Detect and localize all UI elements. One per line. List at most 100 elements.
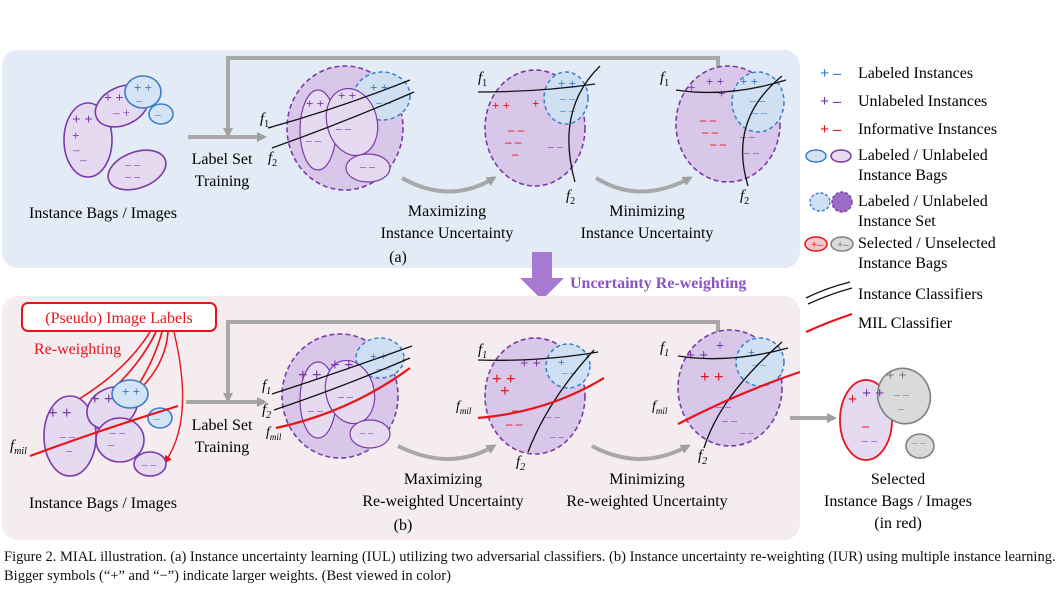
svg-text:– –: – –	[375, 95, 392, 109]
svg-text:– –: – –	[701, 124, 719, 139]
svg-text:– –: – –	[709, 136, 727, 151]
svg-text:– –: – –	[699, 112, 717, 127]
minimizing-label-a: Minimizing	[609, 203, 685, 220]
svg-text:– –: – –	[335, 121, 352, 135]
f1-label-a2: f1	[478, 70, 487, 89]
legend-text-unlabeled: Unlabeled Instances	[858, 93, 987, 110]
svg-text:+ –: + –	[820, 121, 842, 138]
selected-label-3: (in red)	[874, 515, 922, 532]
selected-bags: + + + – – – + + – – – – –	[839, 367, 935, 461]
panel-a-tag: (a)	[389, 249, 407, 266]
legend: + – Labeled Instances + – Unlabeled Inst…	[804, 65, 997, 334]
fmil-label-b1: fmil	[10, 438, 27, 457]
max-uncertainty-label-a: Instance Uncertainty	[381, 225, 514, 242]
label-set-label-a: Label Set	[192, 151, 253, 168]
f1-label-a3: f1	[660, 70, 669, 89]
svg-text:– –: – –	[109, 425, 126, 439]
legend-text-bags-2: Instance Bags	[858, 167, 947, 184]
svg-text:+ +: + +	[90, 389, 114, 408]
max-uncertainty-label-b: Re-weighted Uncertainty	[362, 493, 523, 510]
svg-text:+: +	[748, 345, 755, 359]
panel-a-background	[2, 50, 800, 268]
svg-text:– –: – –	[545, 411, 560, 423]
svg-text:– –: – –	[751, 105, 768, 119]
f1-label-b1: f1	[262, 378, 271, 397]
svg-text:– –: – –	[124, 157, 141, 171]
svg-text:+: +	[72, 128, 79, 143]
legend-text-classifiers: Instance Classifiers	[858, 286, 983, 303]
svg-text:–: –	[511, 402, 519, 417]
svg-text:– –: – –	[743, 145, 760, 159]
reweighting-arrow	[520, 252, 564, 300]
instance-bags-b: + + + + + + – – – – – – – – –	[29, 379, 179, 477]
svg-text:+ +: + +	[862, 385, 884, 402]
svg-text:+ +: + +	[706, 74, 724, 89]
svg-text:–: –	[79, 152, 87, 167]
svg-text:–: –	[897, 401, 905, 415]
f2-label-b1: f2	[262, 402, 271, 421]
svg-text:– –: – –	[124, 169, 141, 183]
svg-text:–: –	[511, 146, 519, 161]
f2-label-b3: f2	[698, 448, 707, 467]
svg-text:–: –	[65, 443, 73, 457]
f2-label-a2: f2	[566, 188, 575, 207]
svg-text:+ +: + +	[104, 91, 123, 106]
legend-item-instance-set: Labeled / Unlabeled Instance Set	[809, 191, 988, 230]
svg-text:– –: – –	[893, 387, 910, 401]
svg-text:+ +: + +	[338, 88, 356, 103]
svg-text:+ +: + +	[72, 112, 93, 128]
instance-set-a2: + + + – – – – – + + – – – – – –	[477, 65, 601, 187]
legend-text-informative: Informative Instances	[858, 121, 997, 138]
svg-text:+ +: + +	[520, 356, 541, 372]
pseudo-labels-box	[21, 302, 217, 332]
minimize-arrow-b	[591, 444, 691, 461]
reweighting-text: Re-weighting	[34, 341, 121, 358]
fmil-label-b2: fmil	[266, 425, 282, 442]
svg-text:+: +	[532, 96, 539, 111]
maximize-arrow-b	[397, 444, 497, 461]
instance-bags-a: + + + – – + + – + + + – – – – – –	[63, 75, 174, 191]
instance-set-b2: + + + + + + – – – – – – – – –	[477, 337, 605, 455]
selected-label-2: Instance Bags / Images	[824, 493, 972, 510]
fmil-label-b3: fmil	[456, 399, 472, 416]
svg-text:– –: – –	[504, 134, 522, 149]
svg-text:+–: +–	[837, 239, 849, 251]
legend-text-mil: MIL Classifier	[858, 315, 953, 332]
svg-text:– –: – –	[59, 429, 76, 443]
panel-b-background	[2, 296, 800, 540]
svg-text:–: –	[72, 142, 80, 157]
legend-text-set-1: Labeled / Unlabeled	[858, 193, 988, 210]
legend-text-selected-2: Instance Bags	[858, 255, 947, 272]
figure-caption: Figure 2. MIAL illustration. (a) Instanc…	[4, 549, 1056, 584]
svg-text:– –: – –	[861, 433, 878, 447]
selected-label-1: Selected	[871, 471, 925, 488]
svg-text:– –: – –	[559, 91, 576, 105]
svg-text:– –: – –	[721, 413, 738, 427]
legend-text-bags-1: Labeled / Unlabeled	[858, 147, 988, 164]
svg-text:–: –	[135, 93, 143, 107]
svg-text:– –: – –	[507, 122, 525, 137]
legend-item-instance-classifiers: Instance Classifiers	[805, 281, 983, 305]
svg-text:– –: – –	[305, 133, 322, 147]
min-uncertainty-label-a: Instance Uncertainty	[581, 225, 714, 242]
svg-text:– –: – –	[141, 459, 156, 471]
svg-text:– –: – –	[337, 389, 354, 403]
min-uncertainty-label-b: Re-weighted Uncertainty	[566, 493, 727, 510]
svg-text:+ –: + –	[820, 93, 842, 110]
svg-text:–: –	[861, 419, 870, 434]
svg-text:– –: – –	[307, 403, 324, 417]
legend-item-selected-bags: +– +– Selected / Unselected Instance Bag…	[804, 235, 996, 272]
minimizing-label-b: Minimizing	[609, 471, 685, 488]
svg-text:+ +: + +	[492, 369, 516, 388]
svg-text:+: +	[718, 86, 725, 101]
svg-text:+ +: + +	[492, 98, 510, 113]
maximize-arrow-a	[401, 176, 497, 194]
svg-text:– –: – –	[359, 427, 374, 439]
instance-bags-label-a: Instance Bags / Images	[29, 205, 177, 222]
svg-text:–: –	[154, 107, 162, 121]
svg-text:– –: – –	[739, 427, 754, 439]
legend-text-selected-1: Selected / Unselected	[858, 235, 996, 252]
maximizing-label-b: Maximizing	[404, 471, 482, 488]
training-label-a: Training	[195, 173, 250, 190]
